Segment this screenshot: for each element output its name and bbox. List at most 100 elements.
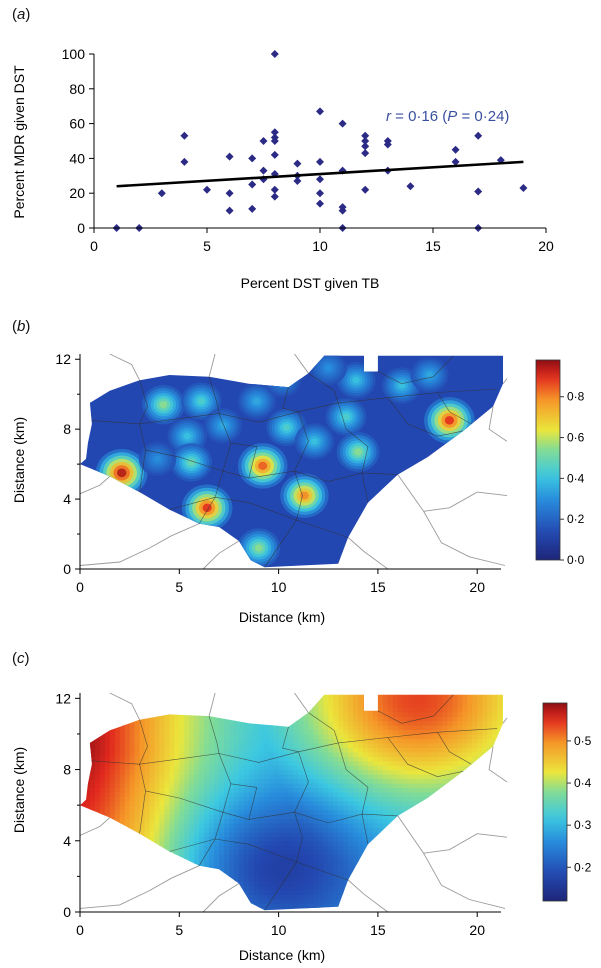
surface-cell [387, 889, 394, 895]
surface-cell [288, 698, 295, 704]
surface-cell [397, 871, 404, 877]
surface-cell [422, 769, 429, 775]
surface-cell [248, 823, 255, 829]
surface-cell [119, 756, 126, 762]
surface-cell [368, 734, 374, 740]
surface-cell [139, 898, 146, 904]
surface-cell [214, 720, 220, 726]
surface-cell [129, 751, 136, 757]
surface-cell [377, 898, 384, 904]
surface-cell [368, 885, 374, 891]
surface-cell [372, 831, 379, 837]
surface-cell [368, 800, 374, 806]
surface-cell [293, 742, 300, 748]
surface-cell [169, 787, 175, 793]
surface-cell [303, 805, 309, 811]
surface-cell [164, 889, 170, 895]
surface-cell [89, 871, 96, 877]
surface-cell [407, 707, 414, 713]
surface-cell [328, 769, 334, 775]
surface-cell [194, 840, 200, 846]
surface-cell [209, 791, 215, 797]
surface-cell [214, 836, 220, 842]
surface-cell [372, 845, 379, 851]
surface-cell [298, 787, 305, 793]
surface-cell [492, 876, 498, 882]
surface-cell [154, 903, 161, 909]
surface-cell [402, 747, 409, 753]
surface-cell [129, 742, 136, 748]
surface-cell [358, 765, 364, 771]
surface-cell [219, 774, 225, 780]
surface-cell [293, 894, 300, 900]
surface-cell [492, 698, 498, 704]
surface-cell [89, 720, 96, 726]
surface-cell [119, 782, 126, 788]
surface-cell [204, 871, 210, 877]
surface-cell [189, 854, 195, 860]
surface-cell [308, 814, 314, 820]
surface-cell [368, 863, 374, 869]
surface-cell [343, 885, 349, 891]
surface-cell [447, 805, 453, 811]
surface-cell [233, 729, 240, 735]
scatter-point [180, 157, 189, 166]
surface-cell [174, 769, 180, 775]
surface-cell [248, 831, 255, 837]
surface-cell [139, 885, 146, 891]
surface-cell [169, 760, 175, 766]
surface-cell [258, 836, 265, 842]
surface-cell [502, 725, 503, 731]
surface-cell [80, 818, 86, 824]
surface-cell [412, 707, 419, 713]
surface-cell [482, 836, 488, 842]
surface-cell [343, 809, 349, 815]
surface-cell [169, 903, 175, 909]
surface-cell [472, 720, 478, 726]
scatter-point [361, 149, 370, 158]
surface-cell [437, 769, 444, 775]
surface-cell [233, 782, 240, 788]
surface-cell [104, 880, 111, 886]
surface-cell [94, 720, 101, 726]
surface-cell [447, 698, 453, 704]
surface-cell [293, 702, 300, 708]
x-tick-label: 20 [469, 922, 485, 938]
surface-cell [313, 814, 319, 820]
surface-cell [219, 805, 225, 811]
surface-cell [159, 840, 165, 846]
surface-cell [348, 756, 354, 762]
surface-cell [477, 805, 483, 811]
surface-cell [278, 796, 285, 802]
surface-cell [179, 867, 185, 873]
surface-cell [482, 782, 488, 788]
surface-cell [497, 782, 503, 788]
surface-cell [149, 854, 156, 860]
surface-cell [288, 898, 295, 904]
surface-cell [308, 903, 314, 909]
surface-cell [298, 725, 305, 731]
surface-cell [263, 818, 270, 824]
surface-cell [169, 720, 175, 726]
surface-cell [457, 827, 463, 833]
surface-cell [179, 716, 185, 722]
surface-cell [467, 805, 473, 811]
surface-cell [412, 845, 419, 851]
surface-cell [353, 827, 359, 833]
surface-cell [313, 774, 319, 780]
x-axis-label: Distance (km) [239, 947, 325, 963]
surface-cell [253, 849, 260, 855]
surface-cell [99, 845, 106, 851]
surface-cell [428, 689, 434, 694]
surface-cell [432, 738, 439, 744]
surface-cell [318, 814, 324, 820]
surface-cell [164, 747, 170, 753]
surface-cell [407, 720, 414, 726]
road-line [347, 879, 389, 913]
surface-cell [233, 711, 240, 717]
surface-cell [238, 814, 245, 820]
surface-cell [293, 800, 300, 806]
surface-cell [372, 698, 379, 704]
surface-cell [447, 782, 453, 788]
